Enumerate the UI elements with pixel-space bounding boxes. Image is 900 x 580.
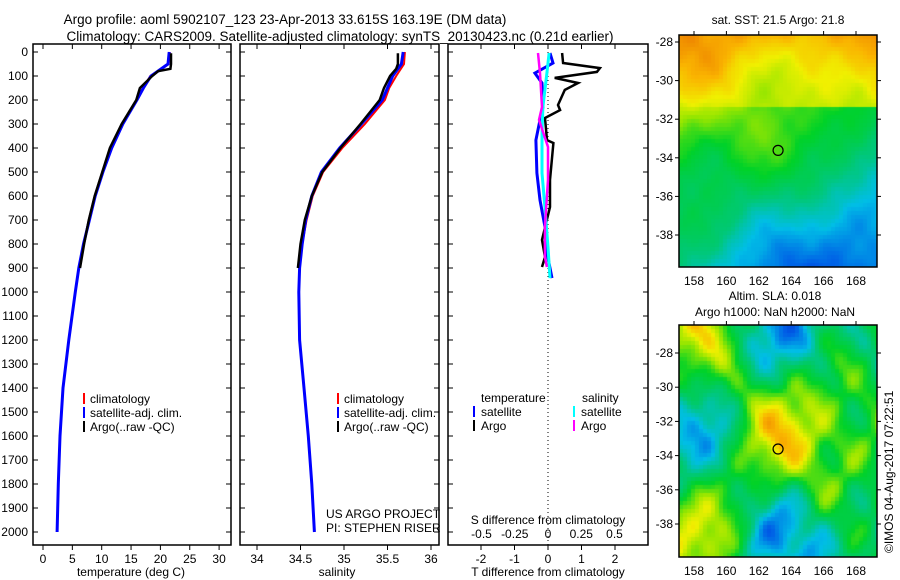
legend-swatch-t-satellite [473, 406, 475, 417]
y-tick-label: 1300 [1, 357, 28, 371]
legend-title-salinity: salinity [582, 391, 619, 405]
sst-heatmap [679, 35, 877, 267]
y-tick-label: 900 [8, 261, 28, 275]
legend-label: climatology [90, 392, 150, 406]
y-tick-label: 300 [8, 117, 28, 131]
x2-tick-label: -0.25 [501, 527, 529, 541]
x-tick-label: 34 [250, 552, 264, 566]
panel-frame [239, 43, 440, 546]
y-tick-label: 1900 [1, 501, 28, 515]
difference-legend: temperature salinity satellite Argo sate… [473, 391, 622, 433]
x-tick-label: -2 [476, 552, 487, 566]
sla-map-subtitle: Argo h1000: NaN h2000: NaN [695, 305, 855, 319]
diff-xlabel: T difference from climatology [471, 565, 625, 579]
y-tick-label: 1200 [1, 333, 28, 347]
x-tick-label: 0 [545, 552, 552, 566]
y-tick-label: 1700 [1, 453, 28, 467]
figure-title-line1: Argo profile: aoml 5902107_123 23-Apr-20… [64, 12, 507, 27]
y-tick-label: 1500 [1, 405, 28, 419]
series-line-satellite-adj-clim- [297, 51, 405, 533]
x2-tick-label: 0.25 [570, 527, 594, 541]
y-tick-label: 400 [8, 141, 28, 155]
legend-label: Argo [481, 419, 507, 433]
salinity-legend: climatology satellite-adj. clim. Argo(..… [337, 392, 436, 434]
sla-heatmap [679, 325, 877, 557]
x-tick-label: 34.5 [289, 552, 313, 566]
x2-tick-label: 0 [545, 527, 552, 541]
legend-label: satellite [581, 405, 622, 419]
legend-label: satellite [481, 405, 522, 419]
panel-difference: -2 -1 0 1 2 -0.5 -0.25 0 0.25 0.5 [447, 43, 649, 566]
series-line-t-argo [540, 52, 603, 268]
legend-swatch-satellite [337, 407, 339, 418]
legend-label: satellite-adj. clim. [90, 406, 182, 420]
x-tick-label: -1 [509, 552, 520, 566]
y-tick-label: 800 [8, 237, 28, 251]
y-tick-label: 600 [8, 189, 28, 203]
y-tick-label: 100 [8, 69, 28, 83]
project-annotation: US ARGO PROJECT [326, 507, 441, 521]
x-tick-label: 10 [95, 552, 109, 566]
legend-label: Argo(..raw -QC) [90, 420, 175, 434]
legend-label: Argo [581, 419, 607, 433]
panel-temperature: 0100200300400500600700800900100011001200… [1, 43, 232, 566]
temperature-xlabel: temperature (deg C) [77, 565, 185, 579]
x-tick-label: 15 [124, 552, 138, 566]
y-tick-label: 1400 [1, 381, 28, 395]
legend-swatch-t-argo [473, 420, 475, 431]
x-tick-label: 36 [424, 552, 438, 566]
panel-salinity: 34 34.5 35 35.5 36 [239, 43, 440, 566]
y-tick-label: 700 [8, 213, 28, 227]
legend-title-temperature: temperature [481, 391, 546, 405]
legend-swatch-satellite [83, 407, 85, 418]
legend-label: satellite-adj. clim. [344, 406, 436, 420]
sla-map-title: Altim. SLA: 0.018 [729, 289, 822, 303]
x2-tick-label: 0.5 [606, 527, 623, 541]
series-line-argo-raw-qc- [78, 53, 173, 269]
y-tick-label: 1100 [2, 309, 28, 323]
panel-frame [447, 43, 649, 546]
y-tick-label: 1800 [1, 477, 28, 491]
imos-credit: ©IMOS 04-Aug-2017 07:22:51 [882, 390, 896, 553]
legend-swatch-argo [83, 421, 85, 432]
x-tick-label: 30 [212, 552, 226, 566]
x2-tick-label: -0.5 [471, 527, 492, 541]
pi-annotation: PI: STEPHEN RISER [326, 521, 441, 535]
panel-frame [32, 43, 232, 546]
x-tick-label: 20 [154, 552, 168, 566]
y-tick-label: 2000 [1, 525, 28, 539]
x-tick-label: 35 [337, 552, 351, 566]
x-tick-label: 0 [40, 552, 47, 566]
series-line-climatology [297, 51, 406, 533]
figure-title-line2: Climatology: CARS2009. Satellite-adjuste… [66, 29, 613, 44]
x-tick-label: 35.5 [376, 552, 400, 566]
legend-swatch-argo [337, 421, 339, 432]
temperature-legend: climatology satellite-adj. clim. Argo(..… [83, 392, 182, 434]
salinity-xlabel: salinity [319, 565, 356, 579]
x-tick-label: 25 [183, 552, 197, 566]
y-tick-label: 500 [8, 165, 28, 179]
legend-label: climatology [344, 392, 404, 406]
legend-swatch-s-satellite [573, 406, 575, 417]
series-line-argo-raw-qc- [296, 53, 400, 269]
series-line-s-satellite [540, 52, 552, 279]
y-tick-label: 200 [8, 93, 28, 107]
series-line-satellite-adj-clim- [55, 51, 171, 533]
y-tick-label: 1600 [1, 429, 28, 443]
legend-swatch-climatology [83, 393, 85, 404]
legend-swatch-s-argo [573, 420, 575, 431]
x-tick-label: 1 [578, 552, 585, 566]
legend-swatch-climatology [337, 393, 339, 404]
sst-map-title: sat. SST: 21.5 Argo: 21.8 [712, 13, 845, 27]
series-line-s-argo [536, 52, 550, 268]
y-tick-label: 1000 [1, 285, 28, 299]
x-tick-label: 2 [612, 552, 619, 566]
y-tick-label: 0 [21, 45, 28, 59]
x-tick-label: 5 [69, 552, 76, 566]
legend-label: Argo(..raw -QC) [344, 420, 429, 434]
plot-layer: 0100200300400500600700800900100011001200… [1, 43, 649, 566]
